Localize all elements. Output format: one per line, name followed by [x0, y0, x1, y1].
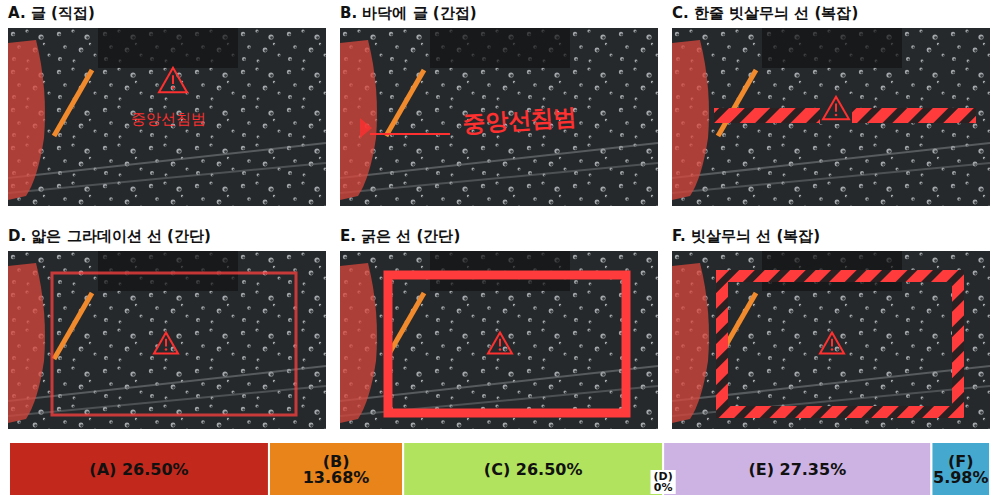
svg-text:중앙선침범: 중앙선침범 — [131, 110, 206, 128]
html-text:C. 한줄 빗살무늬 선 (복잡): C. 한줄 빗살무늬 선 (복잡) — [672, 4, 859, 22]
svg-text:중앙선침범: 중앙선침범 — [461, 103, 578, 137]
svg-text:(B): (B) — [322, 451, 350, 471]
svg-text:13.68%: 13.68% — [303, 468, 370, 487]
html-text:E. 굵은 선 (간단): E. 굵은 선 (간단) — [340, 227, 461, 245]
svg-text:(A) 26.50%: (A) 26.50% — [89, 460, 188, 479]
svg-text:(D): (D) — [653, 470, 673, 483]
svg-text:0%: 0% — [654, 481, 673, 494]
html-text:F. 빗살무늬 선 (복잡): F. 빗살무늬 선 (복잡) — [672, 227, 821, 245]
html-text:A. 글 (직접): A. 글 (직접) — [8, 4, 95, 22]
html-text:D. 얇은 그라데이션 선 (간단): D. 얇은 그라데이션 선 (간단) — [8, 227, 211, 245]
html-text:B. 바닥에 글 (간접): B. 바닥에 글 (간접) — [340, 4, 477, 22]
svg-text:(C) 26.50%: (C) 26.50% — [484, 460, 583, 479]
svg-text:(F): (F) — [948, 451, 974, 471]
svg-text:(E) 27.35%: (E) 27.35% — [748, 460, 846, 479]
svg-text:5.98%: 5.98% — [933, 468, 989, 487]
